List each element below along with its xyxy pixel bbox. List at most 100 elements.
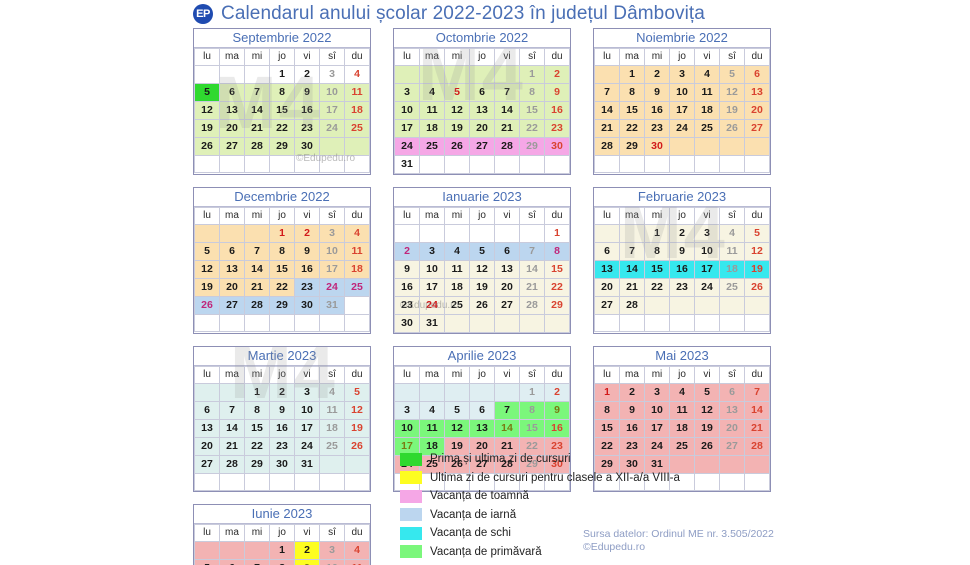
day-cell: 25 [344,119,370,138]
day-cell: 27 [494,296,520,315]
day-cell: 28 [244,296,270,315]
day-cell: 25 [719,278,745,297]
empty-cell [594,473,620,491]
weekday-header-ma: ma [219,207,245,225]
day-cell: 13 [469,101,495,120]
day-cell: 26 [194,137,220,156]
day-cell: 30 [294,137,320,156]
empty-cell [644,473,670,491]
day-cell: 8 [519,83,545,102]
day-cell: 16 [294,101,320,120]
day-cell: 25 [694,119,720,138]
month-row: Septembrie 2022 lu ma mi jo vi sî du 1 2 3 4 5 6 7 8 9 10… [193,28,970,175]
empty-cell [219,383,245,402]
week-row: 27 28 29 30 31 [194,455,370,474]
legend-label: Vacanța de schi [430,527,511,540]
week-row: 1 [394,224,570,243]
weekday-header-mi: mi [444,366,470,384]
day-cell: 18 [319,419,345,438]
empty-cell [419,155,445,174]
week-row: 10 11 12 13 14 15 16 [394,101,570,120]
day-cell: 13 [219,260,245,279]
empty-cell [244,65,270,84]
day-cell: 26 [344,437,370,456]
month-card: Septembrie 2022 lu ma mi jo vi sî du 1 2 3 4 5 6 7 8 9 10… [193,28,371,175]
weekday-header-ma: ma [219,366,245,384]
day-cell: 1 [269,541,295,560]
day-cell: 5 [744,224,770,243]
day-cell: 14 [219,419,245,438]
empty-cell [544,155,570,174]
empty-cell [544,473,570,491]
day-cell: 12 [194,101,220,120]
day-cell: 15 [644,260,670,279]
day-cell: 13 [594,260,620,279]
day-cell: 15 [269,260,295,279]
day-cell: 20 [744,101,770,120]
empty-cell [694,296,720,315]
day-cell: 2 [269,383,295,402]
empty-cell [344,137,370,156]
edupedu-logo-icon: EP [193,3,213,24]
legend-swatch-icon [400,452,422,466]
day-cell: 15 [619,101,645,120]
month-card: Decembrie 2022 lu ma mi jo vi sî du 1 2 3 4 5 6 7 8 9 10 1… [193,187,371,334]
day-cell: 8 [644,242,670,261]
week-row: 12 13 14 15 16 17 18 [194,260,370,279]
empty-cell [269,155,295,173]
day-cell: 31 [294,455,320,474]
day-cell: 3 [319,224,345,243]
day-cell: 5 [194,559,220,565]
weekday-header-du: du [544,48,570,66]
weekday-header-ma: ma [619,207,645,225]
month-title: Martie 2023 [194,347,370,366]
day-cell: 4 [419,401,445,420]
empty-cell [669,155,695,173]
weekday-header-row: lu ma mi jo vi sî du [194,366,370,384]
weekday-header-row: lu ma mi jo vi sî du [394,207,570,225]
empty-cell [744,296,770,315]
day-cell: 17 [419,278,445,297]
weekday-header-du: du [344,207,370,225]
day-cell: 5 [469,242,495,261]
empty-cell [594,155,620,173]
day-cell: 17 [294,419,320,438]
empty-cell [719,455,745,474]
day-cell: 25 [319,437,345,456]
weekday-header-jo: jo [469,366,495,384]
day-cell: 27 [194,455,220,474]
day-cell: 4 [319,383,345,402]
day-cell: 11 [344,242,370,261]
day-cell: 26 [719,119,745,138]
day-cell: 24 [394,137,420,156]
day-cell: 6 [719,383,745,402]
day-cell: 29 [269,296,295,315]
weekday-header-sî: sî [519,366,545,384]
empty-cell [744,155,770,173]
week-row [194,314,370,332]
day-cell: 15 [244,419,270,438]
months-grid: Septembrie 2022 lu ma mi jo vi sî du 1 2 3 4 5 6 7 8 9 10… [0,28,970,565]
day-cell: 24 [319,119,345,138]
weekday-header-sî: sî [719,48,745,66]
day-cell: 22 [269,119,295,138]
day-cell: 23 [544,437,570,456]
day-cell: 6 [219,83,245,102]
weekday-header-sî: sî [319,366,345,384]
day-cell: 6 [194,401,220,420]
day-cell: 6 [469,401,495,420]
weekday-header-du: du [544,207,570,225]
day-cell: 30 [294,296,320,315]
